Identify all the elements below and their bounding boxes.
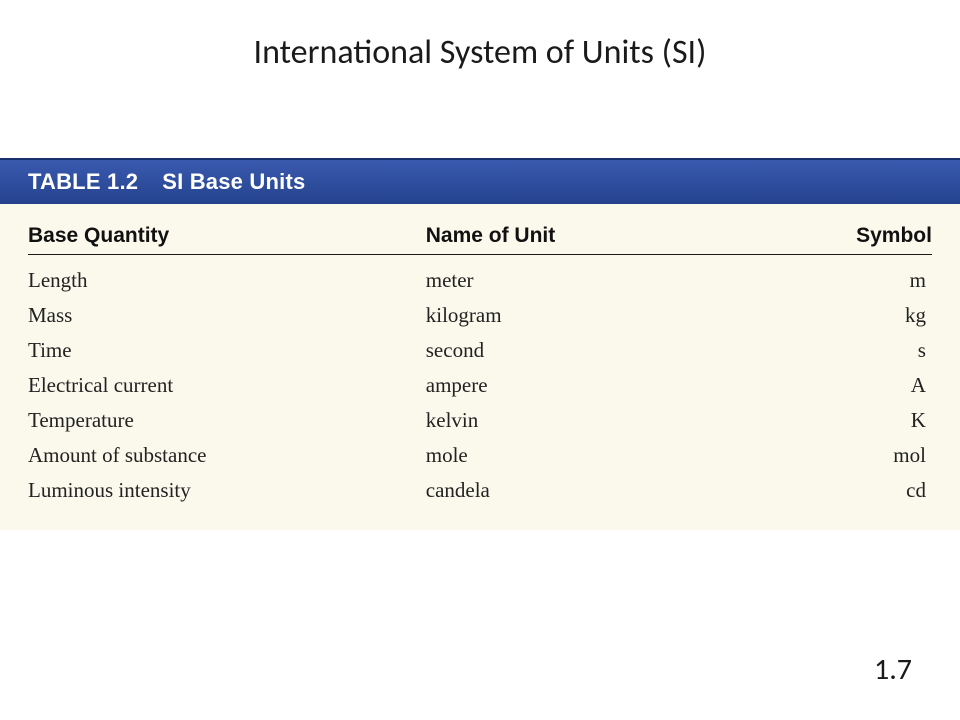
cell-unit: meter [426,268,788,293]
table-body: Base Quantity Name of Unit Symbol Length… [0,204,960,530]
table-row: Length meter m [28,263,932,298]
table-caption-bar: TABLE 1.2 SI Base Units [0,158,960,204]
table-column-headers: Base Quantity Name of Unit Symbol [28,216,932,255]
cell-symbol: kg [787,303,932,328]
table-row: Mass kilogram kg [28,298,932,333]
cell-quantity: Luminous intensity [28,478,426,503]
table-row: Temperature kelvin K [28,403,932,438]
cell-unit: kilogram [426,303,788,328]
col-header-name-of-unit: Name of Unit [426,224,788,248]
cell-symbol: m [787,268,932,293]
si-units-table: TABLE 1.2 SI Base Units Base Quantity Na… [0,158,960,530]
page-number: 1.7 [874,651,912,688]
cell-symbol: K [787,408,932,433]
col-header-base-quantity: Base Quantity [28,224,426,248]
table-rows: Length meter m Mass kilogram kg Time sec… [28,255,932,508]
col-header-symbol: Symbol [787,224,932,248]
cell-quantity: Time [28,338,426,363]
cell-unit: second [426,338,788,363]
cell-quantity: Electrical current [28,373,426,398]
table-row: Amount of substance mole mol [28,438,932,473]
cell-quantity: Amount of substance [28,443,426,468]
table-label: TABLE 1.2 [28,169,138,195]
cell-quantity: Mass [28,303,426,328]
cell-symbol: s [787,338,932,363]
table-row: Luminous intensity candela cd [28,473,932,508]
slide-title: International System of Units (SI) [0,0,960,73]
cell-unit: mole [426,443,788,468]
cell-quantity: Length [28,268,426,293]
table-row: Electrical current ampere A [28,368,932,403]
cell-unit: candela [426,478,788,503]
cell-quantity: Temperature [28,408,426,433]
cell-unit: kelvin [426,408,788,433]
cell-symbol: cd [787,478,932,503]
table-row: Time second s [28,333,932,368]
cell-symbol: A [787,373,932,398]
cell-unit: ampere [426,373,788,398]
cell-symbol: mol [787,443,932,468]
table-caption: SI Base Units [162,169,305,195]
